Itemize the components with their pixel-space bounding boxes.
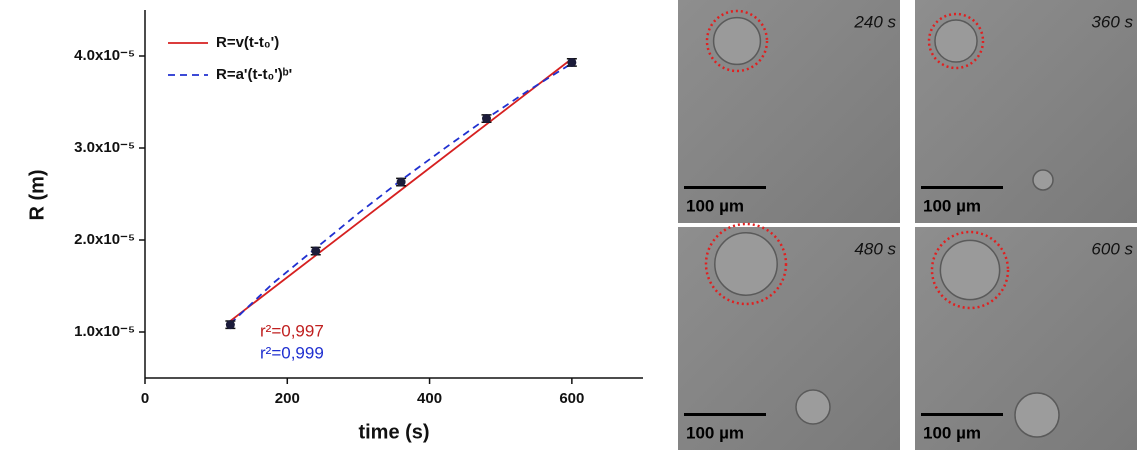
scale-bar: [921, 186, 1003, 189]
data-point: [396, 177, 406, 187]
scale-bar: [684, 186, 766, 189]
legend-label: R=a'(t-t₀')ᵇ': [216, 66, 292, 83]
micrograph: [678, 227, 900, 450]
droplet: [934, 19, 978, 63]
scale-bar: [684, 413, 766, 416]
droplet: [795, 389, 831, 425]
x-tick-label: 200: [275, 390, 300, 407]
highlight-circle: [930, 230, 1010, 310]
x-tick-label: 400: [417, 390, 442, 407]
droplet: [1014, 392, 1060, 438]
y-tick-label: 2.0x10⁻⁵: [74, 231, 135, 248]
droplet: [1032, 169, 1054, 191]
legend-label: R=v(t-t₀'): [216, 34, 279, 51]
time-label: 360 s: [1091, 12, 1133, 31]
highlight-circle: [705, 9, 769, 73]
x-tick-label: 0: [141, 390, 149, 407]
droplet: [714, 232, 778, 296]
data-point: [567, 57, 577, 67]
time-label: 480 s: [854, 239, 896, 258]
micrograph: [678, 0, 900, 223]
droplet: [712, 16, 762, 66]
x-tick-label: 600: [559, 390, 584, 407]
scale-label: 100 µm: [686, 423, 744, 442]
fit-line: [229, 58, 573, 322]
scale-label: 100 µm: [923, 423, 981, 442]
y-tick-label: 4.0x10⁻⁵: [74, 47, 135, 64]
scale-label: 100 µm: [923, 196, 981, 215]
annotation: r²=0,999: [260, 343, 324, 362]
fit-line: [229, 62, 573, 325]
y-tick-label: 3.0x10⁻⁵: [74, 139, 135, 156]
droplet: [939, 239, 1001, 301]
y-tick-label: 1.0x10⁻⁵: [74, 323, 135, 340]
time-label: 600 s: [1091, 239, 1133, 258]
annotation: r²=0,997: [260, 321, 324, 340]
x-axis-label: time (s): [358, 421, 429, 443]
y-axis-label: R (m): [26, 169, 48, 220]
scale-label: 100 µm: [686, 196, 744, 215]
data-point: [225, 320, 235, 330]
highlight-circle: [704, 222, 788, 306]
time-label: 240 s: [853, 12, 896, 31]
scale-bar: [921, 413, 1003, 416]
highlight-circle: [927, 12, 985, 70]
data-point: [311, 246, 321, 256]
data-point: [481, 114, 491, 124]
